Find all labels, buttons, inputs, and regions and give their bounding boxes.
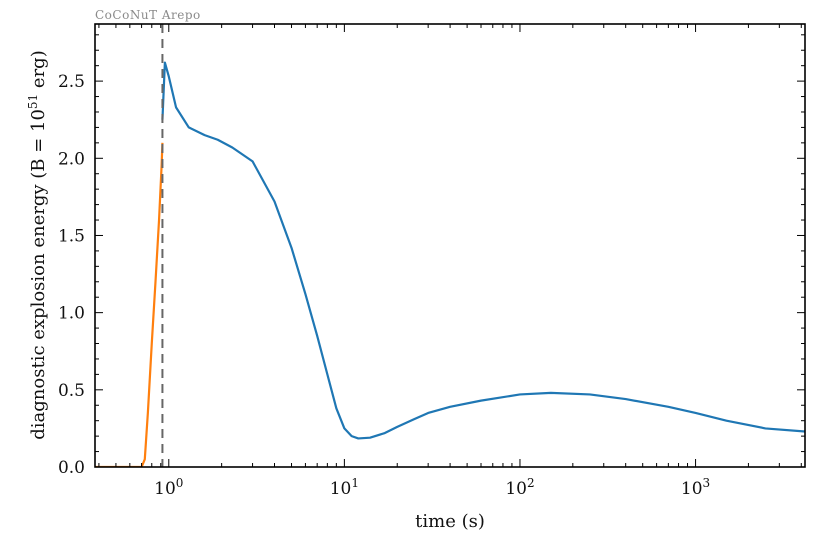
- x-tick-label: 100: [154, 476, 183, 499]
- y-tick-label: 1.0: [58, 304, 85, 324]
- y-axis-title-prefix: diagnostic explosion energy (B = 10: [28, 109, 49, 440]
- x-tick-label: 103: [681, 476, 710, 499]
- y-tick-label: 2.0: [58, 149, 85, 169]
- y-axis-title-suffix: erg): [28, 50, 49, 94]
- plot-frame: [94, 23, 806, 468]
- tick-labels: 0.0 0.5 1.0 1.5 2.0 2.5 100 101 102 103: [58, 72, 710, 499]
- y-tick-label: 0.0: [58, 458, 85, 478]
- x-tick-label: 101: [330, 476, 359, 499]
- series-layer: [95, 61, 805, 467]
- series-line-2: [161, 61, 805, 440]
- ticks-layer: [95, 24, 805, 468]
- y-axis-title: diagnostic explosion energy (B = 1051 er…: [26, 50, 49, 439]
- y-tick-label: 0.5: [58, 381, 85, 401]
- y-axis-title-exponent: 51: [26, 94, 40, 109]
- y-tick-label: 1.5: [58, 226, 85, 246]
- y-tick-label: 2.5: [58, 72, 85, 92]
- x-tick-label: 102: [505, 476, 534, 499]
- series-line-1: [95, 142, 164, 467]
- x-axis-title: time (s): [415, 511, 485, 532]
- code-annotation: CoCoNuT Arepo: [95, 8, 201, 22]
